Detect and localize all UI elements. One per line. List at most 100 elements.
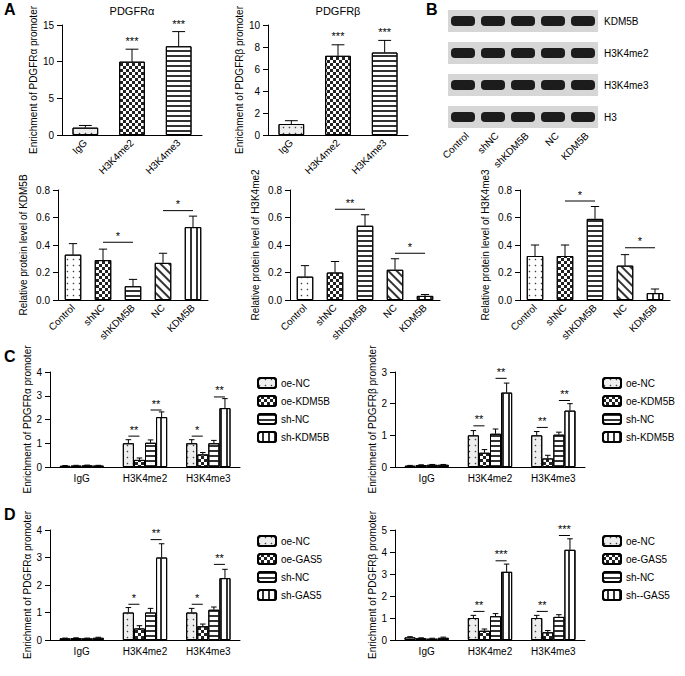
- svg-text:10: 10: [43, 56, 55, 67]
- svg-text:2: 2: [36, 580, 42, 591]
- svg-text:1: 1: [36, 607, 42, 618]
- svg-text:IgG: IgG: [70, 137, 89, 156]
- svg-text:***: ***: [126, 35, 140, 47]
- svg-text:sh-NC: sh-NC: [626, 414, 654, 425]
- svg-text:oe-NC: oe-NC: [626, 378, 655, 389]
- svg-text:0.4: 0.4: [498, 240, 512, 251]
- svg-text:NC: NC: [381, 302, 399, 320]
- svg-text:H3K4me2: H3K4me2: [123, 473, 168, 484]
- svg-text:H3: H3: [604, 112, 617, 123]
- svg-text:**: **: [346, 197, 355, 209]
- svg-text:2: 2: [381, 591, 387, 602]
- svg-text:2: 2: [381, 398, 387, 409]
- svg-text:sh-NC: sh-NC: [626, 572, 654, 583]
- svg-text:B: B: [426, 1, 438, 18]
- svg-text:2: 2: [254, 108, 260, 119]
- svg-text:C: C: [4, 348, 16, 365]
- svg-text:0.8: 0.8: [268, 185, 282, 196]
- svg-text:0.6: 0.6: [268, 212, 282, 223]
- svg-text:0.2: 0.2: [36, 267, 50, 278]
- svg-text:**: **: [538, 599, 547, 611]
- svg-text:*: *: [638, 235, 643, 247]
- svg-text:oe-NC: oe-NC: [281, 536, 310, 547]
- svg-text:0.0: 0.0: [36, 295, 50, 306]
- svg-text:0.8: 0.8: [498, 185, 512, 196]
- svg-text:shKDM5B: shKDM5B: [491, 130, 531, 170]
- svg-text:2: 2: [36, 414, 42, 425]
- svg-text:*: *: [116, 230, 121, 242]
- svg-text:4: 4: [36, 367, 42, 378]
- svg-text:oe-NC: oe-NC: [281, 378, 310, 389]
- svg-text:PDGFRβ: PDGFRβ: [316, 5, 361, 17]
- svg-text:4: 4: [36, 525, 42, 536]
- svg-text:A: A: [4, 1, 16, 18]
- svg-text:***: ***: [172, 18, 186, 30]
- svg-text:Relative protein level of H3K4: Relative protein level of H3K4me2: [250, 169, 261, 321]
- svg-text:sh-KDM5B: sh-KDM5B: [626, 432, 675, 443]
- svg-text:0.4: 0.4: [36, 240, 50, 251]
- svg-text:3: 3: [36, 552, 42, 563]
- svg-text:**: **: [152, 398, 161, 410]
- svg-text:*: *: [578, 189, 583, 201]
- svg-text:H3K4me3: H3K4me3: [186, 473, 231, 484]
- svg-text:KDM5B: KDM5B: [604, 16, 639, 27]
- svg-text:0.8: 0.8: [36, 185, 50, 196]
- svg-text:**: **: [497, 366, 506, 378]
- svg-text:IgG: IgG: [276, 137, 295, 156]
- svg-text:3: 3: [381, 569, 387, 580]
- svg-text:NC: NC: [543, 130, 561, 148]
- svg-text:Relative protein level of KDM5: Relative protein level of KDM5B: [18, 174, 29, 316]
- svg-text:***: ***: [332, 30, 346, 42]
- svg-text:KDM5B: KDM5B: [165, 302, 197, 334]
- svg-text:KDM5B: KDM5B: [559, 130, 591, 162]
- svg-text:5: 5: [381, 525, 387, 536]
- svg-text:H3K4me3: H3K4me3: [186, 646, 231, 657]
- svg-text:PDGFRα: PDGFRα: [110, 5, 156, 17]
- svg-text:shNC: shNC: [543, 302, 568, 327]
- svg-text:*: *: [132, 592, 137, 604]
- svg-text:sh-NC: sh-NC: [281, 414, 309, 425]
- svg-text:H3K4me3: H3K4me3: [531, 473, 576, 484]
- svg-text:shNC: shNC: [81, 302, 106, 327]
- svg-text:Enrichment of PDGFRβ promoter: Enrichment of PDGFRβ promoter: [234, 5, 245, 154]
- svg-text:H3K4me3: H3K4me3: [531, 646, 576, 657]
- svg-text:0.2: 0.2: [498, 267, 512, 278]
- svg-text:0.4: 0.4: [268, 240, 282, 251]
- svg-text:oe-GAS5: oe-GAS5: [626, 554, 668, 565]
- svg-text:KDM5B: KDM5B: [627, 302, 659, 334]
- svg-text:***: ***: [558, 523, 572, 535]
- svg-text:0: 0: [36, 462, 42, 473]
- svg-text:0: 0: [381, 635, 387, 646]
- svg-text:**: **: [152, 527, 161, 539]
- svg-text:H3K4me2: H3K4me2: [303, 137, 342, 176]
- svg-text:3: 3: [381, 367, 387, 378]
- svg-text:sh--GAS5: sh--GAS5: [626, 590, 670, 601]
- svg-text:15: 15: [43, 20, 55, 31]
- svg-text:**: **: [560, 388, 569, 400]
- svg-text:1: 1: [381, 613, 387, 624]
- svg-text:shKDM5B: shKDM5B: [559, 302, 599, 342]
- svg-text:H3K4me2: H3K4me2: [97, 137, 136, 176]
- svg-text:Control: Control: [508, 302, 539, 333]
- svg-text:Control: Control: [440, 130, 471, 161]
- svg-text:H3K4me3: H3K4me3: [143, 137, 182, 176]
- svg-text:**: **: [475, 413, 484, 425]
- svg-text:sh-NC: sh-NC: [281, 572, 309, 583]
- svg-text:*: *: [176, 198, 181, 210]
- svg-text:Control: Control: [278, 302, 309, 333]
- svg-text:1: 1: [381, 430, 387, 441]
- svg-text:Enrichment of PDGFRα promoter: Enrichment of PDGFRα promoter: [22, 510, 33, 659]
- svg-text:oe-GAS5: oe-GAS5: [281, 554, 323, 565]
- svg-text:0.6: 0.6: [36, 212, 50, 223]
- svg-text:shKDM5B: shKDM5B: [97, 302, 137, 342]
- svg-text:**: **: [538, 415, 547, 427]
- svg-text:shKDM5B: shKDM5B: [329, 302, 369, 342]
- svg-text:0: 0: [254, 130, 260, 141]
- svg-text:*: *: [195, 424, 200, 436]
- svg-text:Enrichment of PDGFRα promoter: Enrichment of PDGFRα promoter: [28, 5, 39, 154]
- svg-text:H3K4me3: H3K4me3: [604, 80, 649, 91]
- svg-text:0: 0: [381, 462, 387, 473]
- svg-text:IgG: IgG: [74, 473, 90, 484]
- svg-text:**: **: [475, 599, 484, 611]
- svg-text:**: **: [130, 424, 139, 436]
